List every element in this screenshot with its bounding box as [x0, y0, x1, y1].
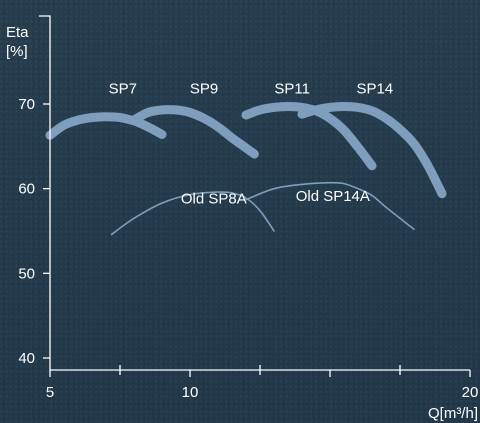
- series-label-sp9: SP9: [190, 80, 218, 97]
- series-line-sp7: [45, 112, 167, 140]
- annotations-layer: SP7 SP9 SP11 SP14 Old SP8A Old SP14A: [109, 80, 394, 207]
- series-line-old-sp8a: [110, 191, 275, 236]
- series-label-old-sp14a: Old SP14A: [296, 188, 370, 205]
- y-axis-label-line2: [%]: [6, 43, 28, 60]
- series-label-sp14: SP14: [356, 80, 393, 97]
- x-tick-label-5: 5: [46, 384, 54, 401]
- x-tick-label-20: 20: [462, 384, 479, 401]
- series-line-sp14: [297, 102, 447, 199]
- curves-layer: [45, 102, 447, 236]
- y-tick-label-40: 40: [18, 350, 35, 367]
- x-tick-label-10: 10: [182, 384, 199, 401]
- axis-frame: [39, 15, 470, 371]
- series-line-old-sp14a: [245, 181, 415, 231]
- series-label-sp11: SP11: [274, 80, 310, 97]
- series-line-sp9: [129, 105, 259, 159]
- y-tick-label-60: 60: [18, 181, 35, 198]
- x-axis-label: Q[m³/h]: [428, 405, 478, 422]
- series-label-old-sp8a: Old SP8A: [181, 190, 247, 207]
- y-axis-label-line1: Eta: [6, 24, 29, 41]
- axes-layer: 40 50 60 70 5 10 20: [18, 15, 479, 401]
- series-label-sp7: SP7: [109, 80, 137, 97]
- y-tick-label-70: 70: [18, 96, 35, 113]
- y-tick-label-50: 50: [18, 265, 35, 282]
